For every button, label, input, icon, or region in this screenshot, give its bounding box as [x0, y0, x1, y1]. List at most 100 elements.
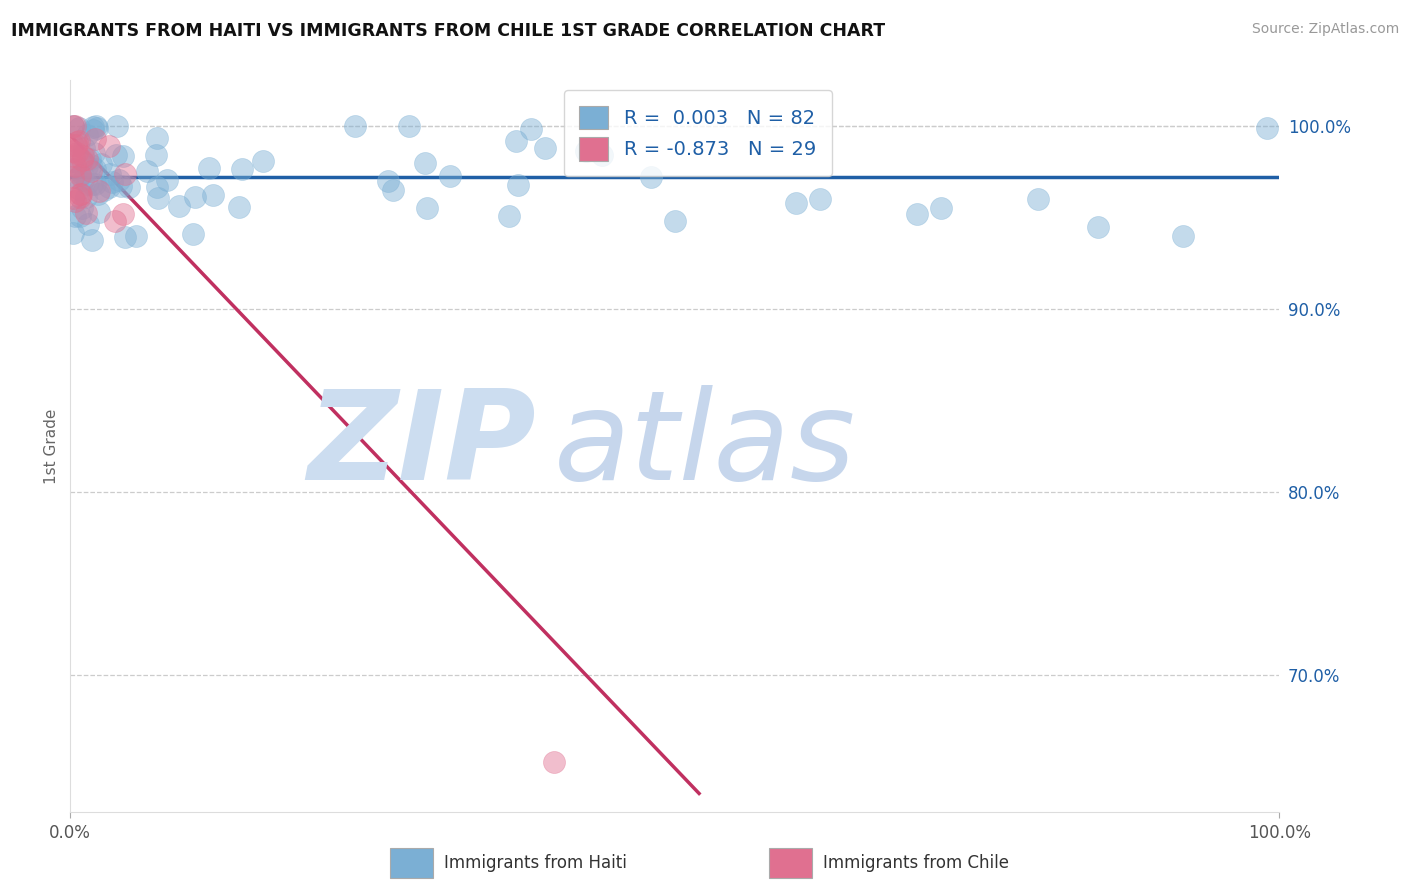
- Point: [89, 204, 111, 219]
- Point: [82, 120, 104, 134]
- Text: Source: ZipAtlas.com: Source: ZipAtlas.com: [1251, 22, 1399, 37]
- Text: atlas: atlas: [554, 385, 856, 507]
- Point: [63, 194, 86, 208]
- Point: [62, 144, 84, 158]
- Point: [62, 227, 84, 241]
- Point: [83, 131, 105, 145]
- Text: ZIP: ZIP: [307, 385, 536, 507]
- Point: [343, 119, 366, 133]
- Point: [377, 174, 399, 188]
- Point: [89, 184, 111, 198]
- Point: [70, 153, 93, 168]
- Point: [520, 122, 543, 136]
- Point: [575, 145, 598, 159]
- Point: [785, 195, 807, 210]
- Point: [80, 164, 103, 178]
- Point: [112, 148, 135, 162]
- Point: [67, 120, 90, 135]
- Point: [197, 161, 219, 176]
- Point: [145, 148, 167, 162]
- Point: [65, 160, 87, 174]
- Point: [104, 214, 127, 228]
- Point: [84, 161, 107, 176]
- Point: [108, 172, 131, 186]
- Point: [82, 233, 104, 247]
- FancyBboxPatch shape: [769, 848, 811, 878]
- Point: [905, 207, 928, 221]
- Point: [73, 141, 96, 155]
- Point: [90, 156, 112, 170]
- Point: [146, 191, 169, 205]
- Text: IMMIGRANTS FROM HAITI VS IMMIGRANTS FROM CHILE 1ST GRADE CORRELATION CHART: IMMIGRANTS FROM HAITI VS IMMIGRANTS FROM…: [11, 22, 886, 40]
- Point: [181, 227, 204, 241]
- Point: [111, 207, 134, 221]
- Point: [93, 183, 115, 197]
- Point: [416, 201, 439, 215]
- Point: [62, 162, 84, 177]
- Point: [381, 183, 404, 197]
- Point: [76, 177, 98, 191]
- Point: [69, 190, 91, 204]
- Point: [67, 182, 90, 196]
- Point: [76, 128, 98, 142]
- Point: [184, 190, 207, 204]
- Point: [62, 119, 84, 133]
- Point: [76, 152, 98, 166]
- Point: [65, 209, 87, 223]
- Y-axis label: 1st Grade: 1st Grade: [44, 409, 59, 483]
- Point: [252, 153, 274, 168]
- Point: [82, 177, 104, 191]
- Point: [75, 206, 97, 220]
- Point: [114, 229, 136, 244]
- Point: [72, 173, 94, 187]
- Point: [664, 214, 686, 228]
- Point: [63, 149, 86, 163]
- Legend: R =  0.003   N = 82, R = -0.873   N = 29: R = 0.003 N = 82, R = -0.873 N = 29: [564, 90, 832, 177]
- Point: [110, 179, 132, 194]
- Point: [534, 141, 557, 155]
- Point: [808, 192, 831, 206]
- Point: [66, 135, 89, 149]
- Point: [76, 218, 98, 232]
- Point: [146, 131, 169, 145]
- Point: [100, 167, 122, 181]
- Point: [105, 148, 128, 162]
- Point: [136, 164, 159, 178]
- Point: [62, 153, 84, 168]
- Point: [228, 200, 250, 214]
- Point: [398, 119, 420, 133]
- Point: [1026, 192, 1049, 206]
- Point: [591, 148, 613, 162]
- Point: [72, 149, 94, 163]
- Point: [413, 156, 436, 170]
- Point: [201, 188, 224, 202]
- Point: [1087, 219, 1109, 234]
- Point: [62, 169, 84, 184]
- Point: [86, 120, 108, 135]
- Point: [231, 161, 253, 176]
- Point: [505, 135, 527, 149]
- Point: [84, 119, 107, 133]
- Point: [69, 210, 91, 224]
- Point: [66, 145, 89, 160]
- Point: [82, 123, 104, 137]
- Point: [83, 146, 105, 161]
- FancyBboxPatch shape: [391, 848, 433, 878]
- Point: [125, 228, 148, 243]
- Point: [439, 169, 461, 184]
- Point: [543, 756, 565, 770]
- Point: [65, 138, 87, 153]
- Point: [69, 186, 91, 201]
- Point: [506, 178, 529, 192]
- Point: [146, 180, 169, 194]
- Point: [66, 170, 89, 185]
- Point: [118, 180, 141, 194]
- Point: [98, 180, 121, 194]
- Point: [1171, 228, 1194, 243]
- Point: [75, 189, 97, 203]
- Point: [97, 138, 120, 153]
- Point: [498, 209, 520, 223]
- Point: [62, 137, 84, 152]
- Point: [63, 119, 86, 133]
- Point: [114, 167, 136, 181]
